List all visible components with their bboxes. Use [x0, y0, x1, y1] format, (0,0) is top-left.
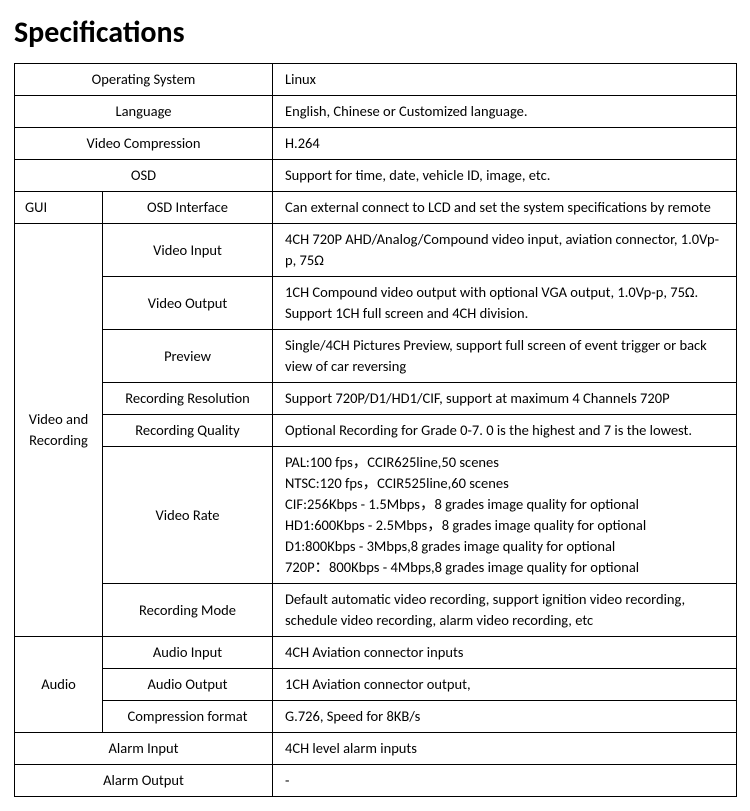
spec-value: PAL:100 fps，CCIR625line,50 scenesNTSC:12…	[273, 447, 737, 584]
table-row: Audio Output 1CH Aviation connector outp…	[15, 669, 737, 701]
spec-value: G.726, Speed for 8KB/s	[273, 701, 737, 733]
spec-label: Compression format	[103, 701, 273, 733]
spec-label: OSD	[15, 160, 273, 192]
spec-value: H.264	[273, 128, 737, 160]
table-row: Preview Single/4CH Pictures Preview, sup…	[15, 330, 737, 383]
spec-value: Default automatic video recording, suppo…	[273, 584, 737, 637]
spec-label: Audio Input	[103, 637, 273, 669]
spec-value: 4CH Aviation connector inputs	[273, 637, 737, 669]
spec-label: Recording Resolution	[103, 383, 273, 415]
table-row: GUI OSD Interface Can external connect t…	[15, 192, 737, 224]
spec-value: Can external connect to LCD and set the …	[273, 192, 737, 224]
table-row: Video Compression H.264	[15, 128, 737, 160]
spec-label: Language	[15, 96, 273, 128]
spec-label: Audio Output	[103, 669, 273, 701]
spec-label: Operating System	[15, 64, 273, 96]
table-row: Alarm Input 4CH level alarm inputs	[15, 733, 737, 765]
spec-label: Video Rate	[103, 447, 273, 584]
spec-group: Audio	[15, 637, 103, 733]
spec-value: -	[273, 765, 737, 797]
specifications-table: Operating System Linux Language English,…	[14, 63, 737, 797]
table-row: Operating System Linux	[15, 64, 737, 96]
spec-value: 1CH Aviation connector output,	[273, 669, 737, 701]
spec-label: Preview	[103, 330, 273, 383]
spec-label: Recording Mode	[103, 584, 273, 637]
spec-label: Video Compression	[15, 128, 273, 160]
spec-label: Recording Quality	[103, 415, 273, 447]
spec-value: 1CH Compound video output with optional …	[273, 277, 737, 330]
table-row: Alarm Output -	[15, 765, 737, 797]
spec-value: Support for time, date, vehicle ID, imag…	[273, 160, 737, 192]
spec-value: Single/4CH Pictures Preview, support ful…	[273, 330, 737, 383]
spec-value: Linux	[273, 64, 737, 96]
spec-label: Video Input	[103, 224, 273, 277]
spec-label: Video Output	[103, 277, 273, 330]
table-row: Compression format G.726, Speed for 8KB/…	[15, 701, 737, 733]
spec-label: Alarm Output	[15, 765, 273, 797]
spec-group: Video and Recording	[15, 224, 103, 637]
spec-group: GUI	[15, 192, 103, 224]
spec-label: OSD Interface	[103, 192, 273, 224]
table-row: Video and Recording Video Input 4CH 720P…	[15, 224, 737, 277]
spec-value: Support 720P/D1/HD1/CIF, support at maxi…	[273, 383, 737, 415]
table-row: Video Output 1CH Compound video output w…	[15, 277, 737, 330]
table-row: Recording Quality Optional Recording for…	[15, 415, 737, 447]
table-row: Language English, Chinese or Customized …	[15, 96, 737, 128]
spec-value: 4CH 720P AHD/Analog/Compound video input…	[273, 224, 737, 277]
spec-value: English, Chinese or Customized language.	[273, 96, 737, 128]
spec-value: Optional Recording for Grade 0-7. 0 is t…	[273, 415, 737, 447]
spec-label: Alarm Input	[15, 733, 273, 765]
table-row: Recording Resolution Support 720P/D1/HD1…	[15, 383, 737, 415]
page-title: Specifications	[14, 14, 736, 51]
table-row: Video Rate PAL:100 fps，CCIR625line,50 sc…	[15, 447, 737, 584]
table-row: OSD Support for time, date, vehicle ID, …	[15, 160, 737, 192]
table-row: Recording Mode Default automatic video r…	[15, 584, 737, 637]
table-row: Audio Audio Input 4CH Aviation connector…	[15, 637, 737, 669]
spec-value: 4CH level alarm inputs	[273, 733, 737, 765]
